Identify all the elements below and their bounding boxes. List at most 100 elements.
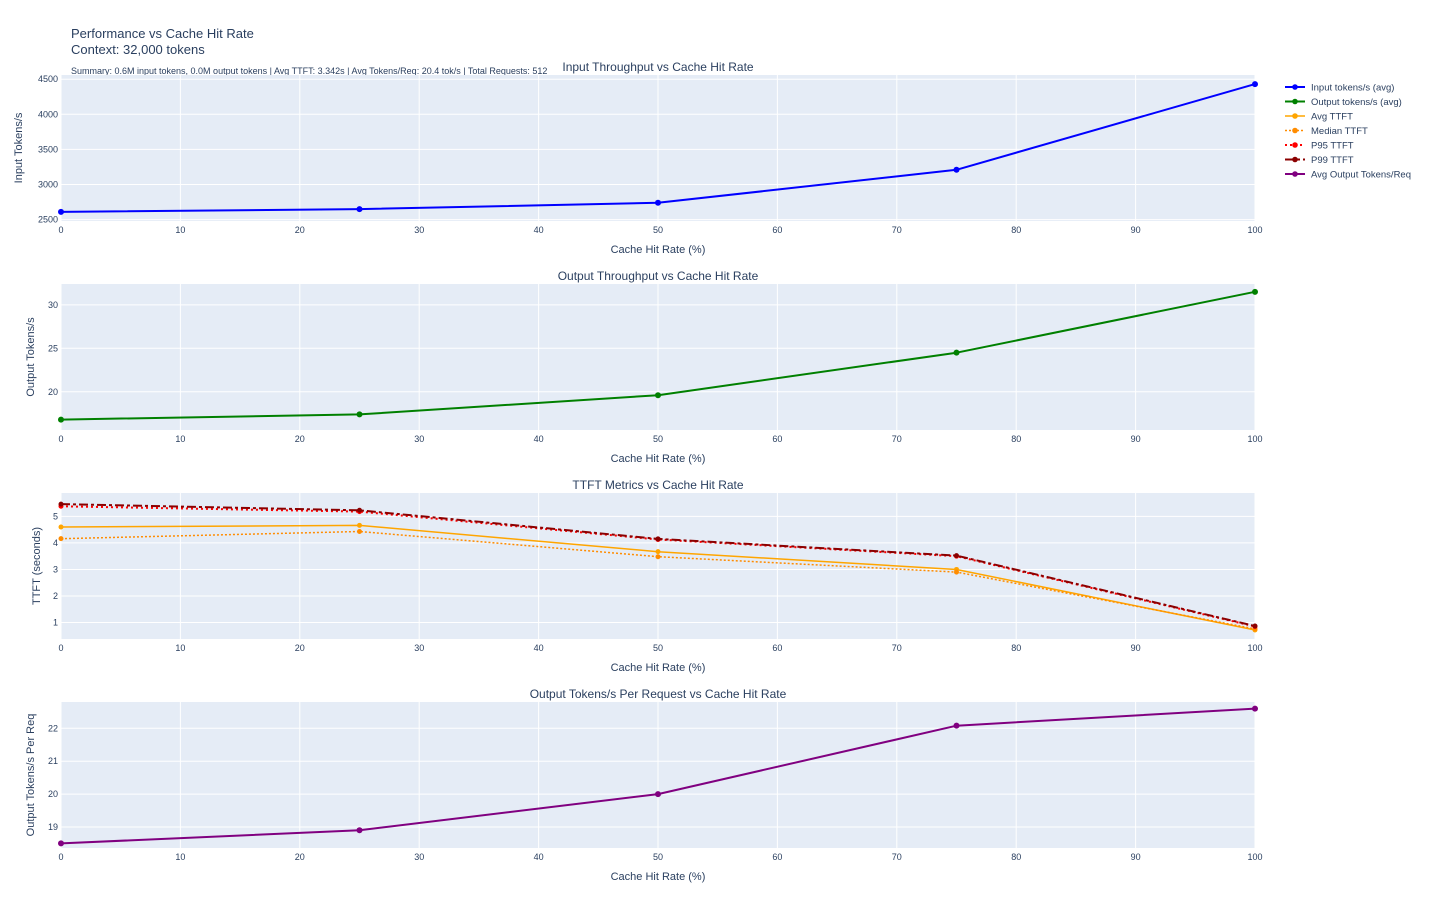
data-point xyxy=(357,507,362,513)
y-tick-label: 25 xyxy=(48,343,58,353)
legend-entry-label: Avg TTFT xyxy=(1311,112,1353,123)
data-point xyxy=(58,840,64,847)
x-tick-label: 70 xyxy=(892,434,902,444)
x-tick-label: 20 xyxy=(295,434,305,444)
x-tick-label: 70 xyxy=(892,852,902,862)
legend-swatch-marker xyxy=(1292,142,1298,148)
data-point xyxy=(953,349,960,356)
x-tick-label: 30 xyxy=(414,225,424,235)
x-tick-label: 30 xyxy=(414,852,424,862)
data-point xyxy=(655,549,661,555)
legend-entry-label: Input tokens/s (avg) xyxy=(1311,83,1394,94)
x-tick-label: 70 xyxy=(892,643,902,653)
y-tick-label: 4500 xyxy=(38,74,58,84)
data-point xyxy=(356,206,363,213)
y-tick-label: 22 xyxy=(48,723,58,733)
data-point xyxy=(58,524,64,530)
x-tick-label: 40 xyxy=(534,852,544,862)
x-tick-label: 90 xyxy=(1131,852,1141,862)
data-point xyxy=(1252,81,1258,88)
x-tick-label: 80 xyxy=(1011,225,1021,235)
data-point xyxy=(357,522,362,528)
y-tick-label: 3500 xyxy=(38,144,58,154)
x-tick-label: 70 xyxy=(892,225,902,235)
x-tick-label: 80 xyxy=(1011,434,1021,444)
data-point xyxy=(357,528,362,534)
x-tick-label: 10 xyxy=(175,643,185,653)
y-tick-label: 4000 xyxy=(38,109,58,119)
legend-entry-label: P95 TTFT xyxy=(1311,141,1354,152)
figure-title: Performance vs Cache Hit Rate xyxy=(71,26,254,41)
x-tick-label: 100 xyxy=(1247,225,1262,235)
data-point xyxy=(655,392,661,399)
x-tick-label: 90 xyxy=(1131,434,1141,444)
legend-swatch-marker xyxy=(1292,98,1298,105)
y-axis-label: TTFT (seconds) xyxy=(31,527,43,605)
y-tick-label: 20 xyxy=(48,789,58,799)
x-tick-label: 20 xyxy=(295,852,305,862)
subplot-title: Output Tokens/s Per Request vs Cache Hit… xyxy=(530,687,787,701)
subplot-title: TTFT Metrics vs Cache Hit Rate xyxy=(572,478,743,492)
data-point xyxy=(356,827,363,834)
y-tick-label: 21 xyxy=(48,756,58,766)
x-axis-label: Cache Hit Rate (%) xyxy=(611,453,706,465)
x-tick-label: 90 xyxy=(1131,225,1141,235)
y-tick-label: 30 xyxy=(48,300,58,310)
data-point xyxy=(954,553,959,559)
x-tick-label: 10 xyxy=(175,225,185,235)
x-tick-label: 0 xyxy=(58,434,63,444)
x-tick-label: 20 xyxy=(295,225,305,235)
y-tick-label: 5 xyxy=(53,511,58,521)
x-tick-label: 100 xyxy=(1247,434,1262,444)
subplot-title: Input Throughput vs Cache Hit Rate xyxy=(562,60,754,74)
data-point xyxy=(655,791,661,798)
subplot-title: Output Throughput vs Cache Hit Rate xyxy=(558,269,759,283)
x-tick-label: 40 xyxy=(534,434,544,444)
x-tick-label: 60 xyxy=(772,852,782,862)
legend-swatch-marker xyxy=(1292,84,1298,90)
legend-entry-label: Median TTFT xyxy=(1311,126,1368,137)
y-tick-label: 19 xyxy=(48,822,58,832)
x-tick-label: 60 xyxy=(772,434,782,444)
x-tick-label: 30 xyxy=(414,643,424,653)
x-tick-label: 80 xyxy=(1011,852,1021,862)
data-point xyxy=(1252,288,1258,295)
x-axis-label: Cache Hit Rate (%) xyxy=(611,662,706,674)
y-tick-label: 2500 xyxy=(38,215,58,225)
x-tick-label: 50 xyxy=(653,852,663,862)
data-point xyxy=(58,416,64,423)
x-tick-label: 50 xyxy=(653,643,663,653)
y-tick-label: 3000 xyxy=(38,180,58,190)
x-tick-label: 100 xyxy=(1247,643,1262,653)
x-tick-label: 20 xyxy=(295,643,305,653)
x-tick-label: 50 xyxy=(653,225,663,235)
x-axis-label: Cache Hit Rate (%) xyxy=(611,871,706,883)
x-tick-label: 0 xyxy=(58,852,63,862)
legend-swatch-marker xyxy=(1292,113,1298,119)
data-point xyxy=(655,199,661,206)
y-tick-label: 1 xyxy=(53,618,58,628)
x-tick-label: 60 xyxy=(772,225,782,235)
data-point xyxy=(58,501,64,507)
x-tick-label: 0 xyxy=(58,643,63,653)
data-point xyxy=(1252,705,1258,712)
y-axis-label: Input Tokens/s xyxy=(13,112,25,183)
y-axis-label: Output Tokens/s xyxy=(25,317,37,397)
x-tick-label: 30 xyxy=(414,434,424,444)
x-tick-label: 60 xyxy=(772,643,782,653)
x-tick-label: 50 xyxy=(653,434,663,444)
data-point xyxy=(954,569,959,575)
x-tick-label: 80 xyxy=(1011,643,1021,653)
legend-entry-label: Output tokens/s (avg) xyxy=(1311,97,1402,108)
legend-swatch-marker xyxy=(1292,127,1298,134)
figure-summary: Summary: 0.6M input tokens, 0.0M output … xyxy=(71,66,548,76)
x-tick-label: 40 xyxy=(534,643,544,653)
data-point xyxy=(58,536,64,542)
x-tick-label: 100 xyxy=(1247,852,1262,862)
x-axis-label: Cache Hit Rate (%) xyxy=(611,244,706,256)
legend-swatch-marker xyxy=(1292,156,1298,163)
y-tick-label: 3 xyxy=(53,564,58,574)
data-point xyxy=(953,722,960,729)
x-tick-label: 0 xyxy=(58,225,63,235)
